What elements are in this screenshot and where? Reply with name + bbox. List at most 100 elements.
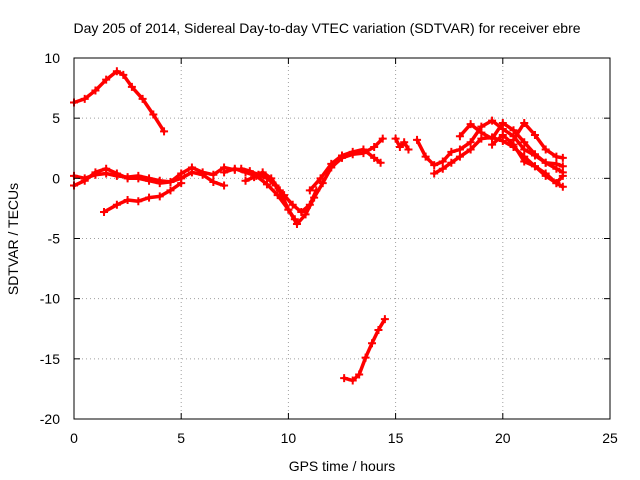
series-arc-8	[305, 145, 385, 195]
data-point	[370, 143, 379, 152]
data-point	[91, 168, 100, 177]
data-point	[284, 205, 293, 214]
data-point	[541, 145, 550, 154]
data-point	[447, 147, 456, 156]
data-point	[466, 138, 475, 147]
data-point	[520, 145, 529, 154]
data-point	[413, 135, 422, 144]
data-point	[112, 169, 121, 178]
data-point	[149, 110, 158, 119]
data-point	[541, 171, 550, 180]
x-tick-label: 0	[70, 430, 78, 446]
y-tick-label: -15	[40, 351, 60, 367]
data-point	[558, 182, 567, 191]
data-point	[275, 186, 284, 195]
data-point	[400, 138, 409, 147]
data-point	[112, 200, 121, 209]
data-point	[404, 145, 413, 154]
data-point	[378, 134, 387, 143]
data-point	[558, 153, 567, 162]
data-point	[477, 128, 486, 137]
data-point	[134, 197, 143, 206]
data-point	[361, 353, 370, 362]
series-line	[72, 69, 166, 134]
data-point	[305, 186, 314, 195]
data-point	[166, 186, 175, 195]
data-point	[552, 164, 561, 173]
data-point	[237, 164, 246, 173]
data-point	[430, 169, 439, 178]
data-point	[177, 169, 186, 178]
y-tick-label: 5	[52, 110, 60, 126]
data-point	[391, 134, 400, 143]
data-point	[80, 94, 89, 103]
data-point	[348, 147, 357, 156]
y-tick-label: -20	[40, 411, 60, 427]
data-point	[91, 86, 100, 95]
data-point	[138, 94, 147, 103]
data-point	[209, 177, 218, 186]
series-arc-1	[70, 67, 169, 136]
series-arc-4	[100, 179, 186, 217]
data-point	[466, 120, 475, 129]
x-axis-label: GPS time / hours	[289, 458, 396, 474]
data-point	[376, 158, 385, 167]
data-point	[552, 179, 561, 188]
data-point	[100, 208, 109, 217]
data-point	[166, 177, 175, 186]
series-line	[243, 136, 385, 226]
series-arc-15	[509, 118, 567, 162]
data-point	[318, 179, 327, 188]
data-point	[530, 131, 539, 140]
data-point	[447, 158, 456, 167]
data-point	[421, 152, 430, 161]
data-point	[297, 208, 306, 217]
data-point	[509, 126, 518, 135]
data-point	[123, 174, 132, 183]
data-point	[80, 176, 89, 185]
y-tick-label: -5	[48, 231, 61, 247]
data-point	[310, 193, 319, 202]
data-point	[127, 82, 136, 91]
data-point	[145, 193, 154, 202]
y-tick-label: 10	[44, 50, 60, 66]
data-point	[530, 162, 539, 171]
data-point	[380, 315, 389, 324]
x-tick-label: 20	[495, 430, 511, 446]
data-point	[292, 220, 301, 229]
x-tick-label: 15	[388, 430, 404, 446]
data-point	[509, 135, 518, 144]
data-point	[209, 170, 218, 179]
data-point	[112, 67, 121, 76]
data-point	[395, 143, 404, 152]
data-point	[220, 168, 229, 177]
data-point	[241, 176, 250, 185]
data-point	[488, 140, 497, 149]
data-point	[155, 179, 164, 188]
x-tick-label: 10	[281, 430, 297, 446]
data-point	[438, 164, 447, 173]
y-tick-label: 0	[52, 170, 60, 186]
data-point	[520, 157, 529, 166]
data-point	[258, 168, 267, 177]
data-point	[552, 152, 561, 161]
series-arc-10	[391, 134, 413, 154]
data-point	[466, 145, 475, 154]
series-arc-14	[488, 131, 567, 188]
data-point	[488, 116, 497, 125]
data-point	[374, 325, 383, 334]
data-point	[327, 159, 336, 168]
data-point	[355, 370, 364, 379]
x-tick-label: 5	[177, 430, 185, 446]
data-point	[102, 75, 111, 84]
x-tick-label: 25	[602, 430, 618, 446]
grid	[74, 58, 610, 419]
data-point	[288, 200, 297, 209]
data-point	[438, 157, 447, 166]
series-line	[308, 147, 383, 193]
series-arc-9	[340, 315, 389, 385]
y-tick-label: -10	[40, 291, 60, 307]
data-point	[498, 118, 507, 127]
data-point	[455, 132, 464, 141]
